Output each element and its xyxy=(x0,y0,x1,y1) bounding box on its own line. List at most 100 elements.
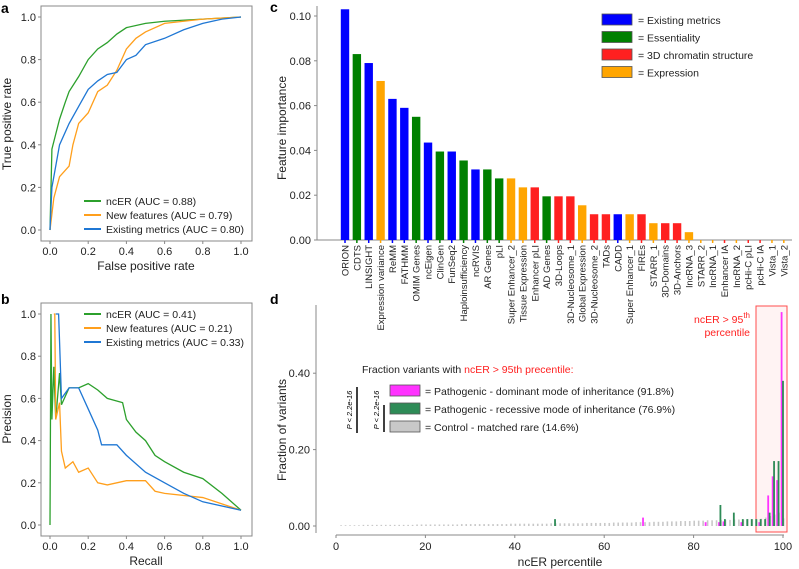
bar-3d-nucleosome_2 xyxy=(589,214,599,240)
bar-recessive xyxy=(732,512,735,526)
bar-starr_1 xyxy=(649,223,658,240)
control-bar xyxy=(384,524,387,526)
legend-swatch-green xyxy=(601,31,633,43)
bar-magenta xyxy=(722,521,725,526)
y-tick-label: 0.40 xyxy=(289,368,310,380)
bar-recessive xyxy=(719,504,722,526)
control-bar xyxy=(599,522,602,526)
bar-funseq2 xyxy=(447,151,456,240)
control-bar xyxy=(693,520,695,526)
curve-existing xyxy=(49,16,242,231)
bar-magenta xyxy=(718,522,720,526)
legend-label: Existing metrics (AUC = 0.80) xyxy=(106,224,244,236)
x-tick-label: 0.4 xyxy=(119,541,134,553)
bar-orion xyxy=(340,9,350,241)
x-tick-label: 0.6 xyxy=(157,246,172,258)
control-bar xyxy=(568,523,570,526)
x-tick-label: 60 xyxy=(598,541,610,553)
control-bar xyxy=(487,524,490,526)
bar-recessive xyxy=(768,512,771,526)
curve-new xyxy=(49,16,242,231)
bar-ncrvis xyxy=(471,169,480,240)
category-label: STARR_2 xyxy=(696,245,707,287)
legend-label: ncER (AUC = 0.41) xyxy=(106,309,196,321)
control-bar xyxy=(469,524,472,526)
bar-lncrna_3 xyxy=(684,232,694,240)
bar-cadd xyxy=(613,214,622,240)
legend-label: = Existing metrics xyxy=(638,15,721,27)
control-bar xyxy=(367,524,369,526)
legend-label: New features (AUC = 0.79) xyxy=(106,210,232,222)
control-bar xyxy=(630,522,633,526)
bar-global-expression xyxy=(578,205,587,240)
control-bar xyxy=(577,523,579,526)
control-bar xyxy=(407,524,409,526)
bar-3d-domains xyxy=(661,223,670,240)
control-bar xyxy=(501,524,503,526)
x-tick-label: 0.0 xyxy=(42,246,57,258)
category-label: Haploinsufficiency xyxy=(459,245,470,322)
legend-label: = Pathogenic - dominant mode of inherita… xyxy=(425,386,674,398)
control-bar xyxy=(545,523,548,526)
category-label: Super Enhancer_2 xyxy=(507,245,518,324)
bar-magenta xyxy=(704,522,707,526)
bar-magenta xyxy=(767,495,770,526)
y-tick-label: 0.0 xyxy=(21,520,36,532)
bar-fathmm xyxy=(400,107,409,240)
plot-frame xyxy=(40,302,253,537)
bar-magenta xyxy=(780,312,783,526)
control-bar xyxy=(349,525,351,526)
control-bar xyxy=(604,522,606,526)
d-highlight-label-2: percentile xyxy=(704,327,750,339)
control-bar xyxy=(362,524,365,526)
x-tick-label: 0.8 xyxy=(195,541,210,553)
control-bar xyxy=(452,524,454,526)
category-label: 3D-Nucleosome_1 xyxy=(566,245,577,324)
category-label: pLI xyxy=(495,245,506,258)
control-bar xyxy=(420,524,423,526)
control-bar xyxy=(532,523,535,526)
control-bar xyxy=(563,523,566,526)
control-bar xyxy=(429,524,432,526)
category-label: ncEigen xyxy=(424,245,435,279)
bar-magenta xyxy=(642,517,644,526)
bar-haploinsufficiency xyxy=(459,160,468,240)
control-bar xyxy=(671,521,673,526)
legend-label: = Essentiality xyxy=(638,33,701,45)
pvalue-label-2: P < 2.2e-16 xyxy=(372,390,381,430)
category-label: ORION xyxy=(341,245,352,276)
control-bar xyxy=(344,525,347,526)
category-label: Expression variance xyxy=(376,245,387,331)
y-tick-label: 0.8 xyxy=(21,351,36,363)
y-tick-label: 0.02 xyxy=(290,190,311,202)
legend-swatch-red xyxy=(601,48,633,61)
a-xlabel: False positive rate xyxy=(97,259,195,273)
legend-swatch-recessive xyxy=(389,402,421,415)
control-bar xyxy=(617,522,620,526)
control-bar xyxy=(492,524,494,526)
bar-3d-nucleosome_1 xyxy=(566,196,575,240)
bar-tissue-expression xyxy=(518,187,528,240)
control-bar xyxy=(425,524,427,526)
legend-label: Existing metrics (AUC = 0.33) xyxy=(106,337,244,349)
bar-3d-anchors xyxy=(672,223,682,240)
control-bar xyxy=(648,522,651,526)
category-label: Vista_2 xyxy=(779,245,790,277)
bar-tads xyxy=(601,214,611,240)
c-ylabel: Feature importance xyxy=(275,76,289,180)
control-bar xyxy=(550,523,552,526)
category-label: FATHMM xyxy=(400,245,411,284)
control-bar xyxy=(393,524,396,526)
bar-3d-loops xyxy=(554,196,563,240)
category-label: pcHi-C pLI xyxy=(744,245,755,290)
legend-swatch-orange xyxy=(601,66,633,78)
control-bar xyxy=(702,520,704,526)
control-bar xyxy=(706,520,709,526)
bar-recessive xyxy=(764,519,767,526)
curve-existing xyxy=(55,313,242,511)
category-label: OMIM Genes xyxy=(412,245,423,302)
panel-label-b: b xyxy=(1,291,10,307)
y-tick-label: 1.0 xyxy=(21,12,36,24)
bar-recessive xyxy=(777,461,780,526)
category-label: lncRNA_3 xyxy=(684,245,695,288)
